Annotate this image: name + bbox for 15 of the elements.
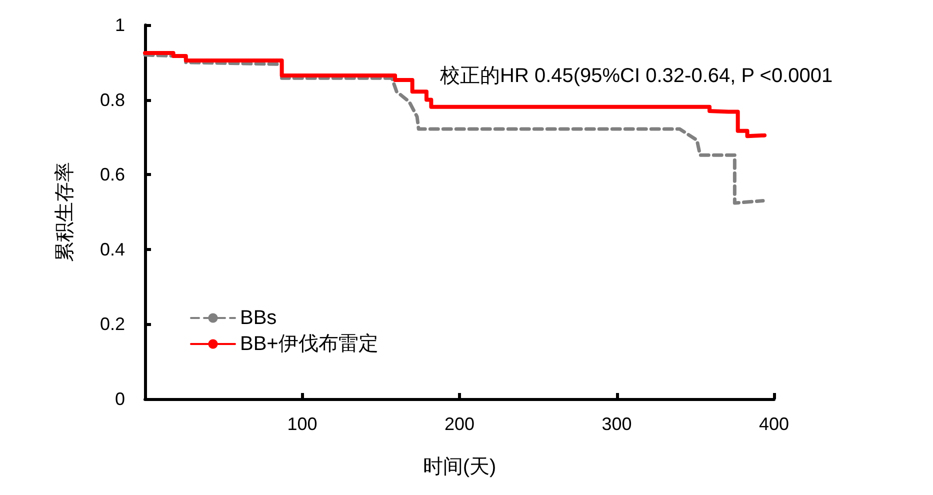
y-tick-label: 1 bbox=[114, 15, 125, 35]
y-tick-label: 0.2 bbox=[100, 314, 125, 334]
y-tick-label: 0 bbox=[114, 389, 125, 409]
y-tick-label: 0.8 bbox=[100, 90, 125, 110]
x-tick-label: 100 bbox=[287, 414, 318, 434]
x-tick-label: 400 bbox=[758, 414, 790, 434]
annotation: 校正的HR 0.45(95%CI 0.32-0.64, P <0.0001 bbox=[439, 65, 833, 87]
y-axis-title: 累积生存率 bbox=[54, 162, 76, 262]
legend-label: BBs bbox=[240, 307, 277, 329]
x-axis-title: 时间(天) bbox=[422, 456, 496, 478]
y-tick-label: 0.6 bbox=[100, 164, 125, 185]
x-tick-label: 200 bbox=[444, 414, 475, 434]
x-tick-label: 300 bbox=[602, 414, 632, 434]
legend-label: BB+伊伐布雷定 bbox=[240, 333, 378, 355]
y-tick-label: 0.4 bbox=[100, 239, 125, 260]
